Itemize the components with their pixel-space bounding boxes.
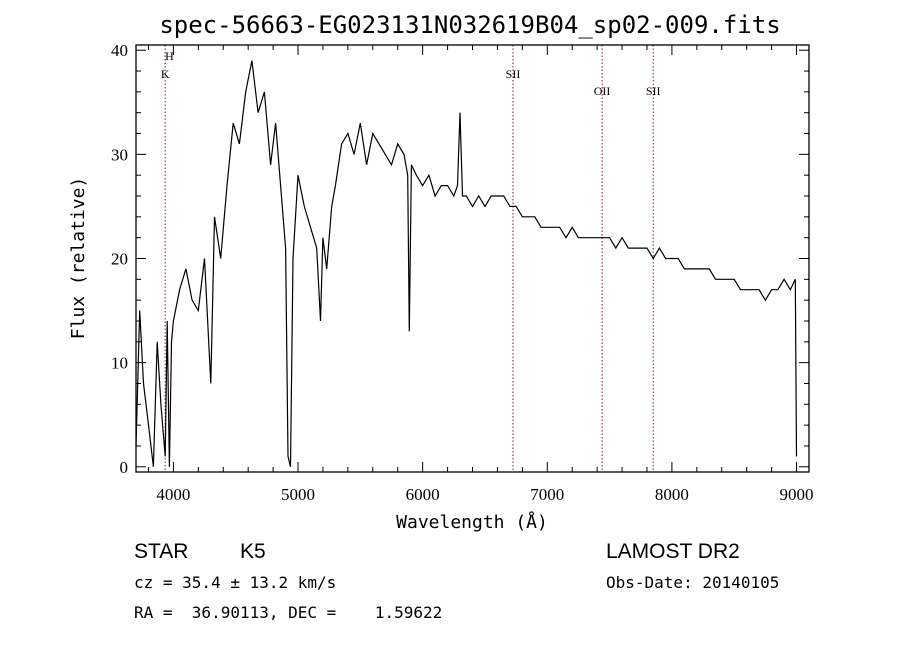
x-axis-label: Wavelength (Å)	[396, 511, 548, 533]
x-axis: 4000 5000 6000 7000 8000 9000	[147, 45, 814, 504]
spectral-line-label: SII	[646, 84, 661, 98]
x-tick-label: 9000	[780, 485, 814, 504]
object-class: STAR	[134, 540, 188, 563]
y-tick-label: 10	[111, 354, 128, 373]
spectral-line-label: OII	[594, 84, 611, 98]
redshift-value: cz = 35.4 ± 13.2 km/s	[134, 573, 336, 592]
observation-date: Obs-Date: 20140105	[606, 573, 779, 592]
spectral-line-label: SII	[506, 67, 521, 81]
x-tick-label: 5000	[281, 485, 315, 504]
x-tick-label: 4000	[156, 485, 190, 504]
plot-frame	[135, 44, 810, 473]
spectrum-line	[135, 60, 798, 467]
x-tick-label: 8000	[655, 485, 689, 504]
spectral-line-label: H	[165, 49, 174, 63]
x-tick-label: 6000	[406, 485, 440, 504]
y-axis-label: Flux (relative)	[68, 177, 89, 340]
coordinates: RA = 36.90113, DEC = 1.59622	[134, 603, 442, 622]
y-axis: 0 10 20 30 40	[111, 41, 809, 477]
y-tick-label: 40	[111, 41, 128, 60]
chart-title: spec-56663-EG023131N032619B04_sp02-009.f…	[159, 11, 780, 39]
spectral-subclass: K5	[240, 540, 266, 563]
y-tick-label: 0	[120, 458, 129, 477]
spectral-line-label: K	[161, 67, 170, 81]
x-tick-label: 7000	[530, 485, 564, 504]
survey-name: LAMOST DR2	[606, 540, 740, 563]
y-tick-label: 30	[111, 145, 128, 164]
y-tick-label: 20	[111, 250, 128, 269]
